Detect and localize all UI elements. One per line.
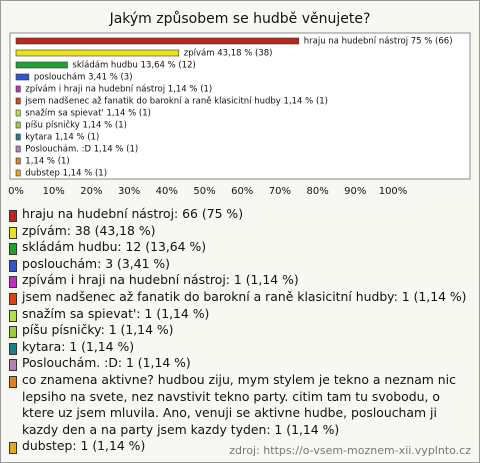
x-tick-label: 0% xyxy=(8,186,24,197)
legend-swatch xyxy=(9,342,17,355)
legend-item: jsem nadšenec až fanatik do barokní a ra… xyxy=(9,289,471,306)
bar-label: hraju na hudební nástroj 75 % (66) xyxy=(304,37,453,47)
legend-swatch xyxy=(9,442,17,455)
legend-label: poslouchám: 3 (3,41 %) xyxy=(22,255,171,271)
legend-swatch xyxy=(9,210,17,222)
x-tick-label: 90% xyxy=(344,186,366,197)
legend-item: kytara: 1 (1,14 %) xyxy=(9,339,471,356)
bar-label: zpívám 43,18 % (38) xyxy=(184,49,273,59)
legend-swatch xyxy=(9,375,17,388)
plot-frame xyxy=(9,32,471,180)
bar xyxy=(15,61,68,69)
legend-label: dubstep: 1 (1,14 %) xyxy=(22,438,146,454)
legend-swatch xyxy=(9,226,17,239)
bar-label: Poslouchám. :D 1,14 % (1) xyxy=(25,145,138,155)
legend: hraju na hudební nástroj: 66 (75 %) zpívá… xyxy=(9,206,471,455)
bar-label: kytara 1,14 % (1) xyxy=(25,133,99,143)
legend-swatch xyxy=(9,359,17,372)
bar-label: zpívám i hraji na hudební nástroj 1,14 %… xyxy=(25,85,212,95)
legend-item: hraju na hudební nástroj: 66 (75 %) xyxy=(9,206,471,223)
bar xyxy=(15,109,21,117)
legend-label: kytara: 1 (1,14 %) xyxy=(22,338,135,354)
legend-item: co znamena aktivne? hudbou ziju, mym sty… xyxy=(9,372,471,438)
legend-item: dubstep: 1 (1,14 %) xyxy=(9,438,471,455)
bar xyxy=(15,49,180,57)
legend-swatch xyxy=(9,259,17,272)
legend-item: snažím sa spievat': 1 (1,14 %) xyxy=(9,306,471,323)
bar-label: jsem nadšenec až fanatik do barokní a ra… xyxy=(24,96,328,107)
x-tick-label: 50% xyxy=(193,186,215,197)
legend-label: zpívám i hraji na hudební nástroj: 1 (1,… xyxy=(22,272,299,288)
x-tick-label: 20% xyxy=(80,186,102,197)
bar-label: 1,14 % (1) xyxy=(25,157,69,167)
legend-swatch xyxy=(9,309,17,322)
legend-item: zpívám i hraji na hudební nástroj: 1 (1,… xyxy=(9,272,471,289)
legend-label: snažím sa spievat': 1 (1,14 %) xyxy=(22,305,210,321)
bar xyxy=(15,121,21,129)
legend-item: zpívám: 38 (43,18 %) xyxy=(9,223,471,240)
plot: Jakým způsobem se hudbě věnujete? 0% 10% 2… xyxy=(8,11,471,197)
x-tick-label: 30% xyxy=(118,186,140,197)
bar xyxy=(15,37,300,45)
legend-swatch xyxy=(9,276,17,289)
bar xyxy=(15,157,21,165)
x-tick-label: 70% xyxy=(269,186,291,197)
source: zdroj: https://o-vsem-moznem-xii.vyplnto… xyxy=(229,444,471,457)
legend-swatch xyxy=(9,326,17,339)
legend-item: poslouchám: 3 (3,41 %) xyxy=(9,256,471,273)
legend-swatch xyxy=(9,292,17,305)
bar-label: píšu písničky 1,14 % (1) xyxy=(25,120,127,131)
legend-label: skládám hudbu: 12 (13,64 %) xyxy=(22,239,207,255)
legend-label: zpívám: 38 (43,18 %) xyxy=(22,222,156,238)
legend-item: píšu písničky: 1 (1,14 %) xyxy=(9,322,471,339)
x-tick-label: 10% xyxy=(43,186,65,197)
legend-label: co znamena aktivne? hudbou ziju, mym sty… xyxy=(22,371,456,437)
bar xyxy=(15,97,21,105)
legend-swatch xyxy=(9,243,17,256)
legend-label: píšu písničky: 1 (1,14 %) xyxy=(22,322,174,338)
x-tick-label: 60% xyxy=(231,186,253,197)
bar-label: snažím sa spievat' 1,14 % (1) xyxy=(25,109,151,119)
legend-item: skládám hudbu: 12 (13,64 %) xyxy=(9,239,471,256)
legend-label: jsem nadšenec až fanatik do barokní a ra… xyxy=(22,288,467,304)
x-tick-label: 40% xyxy=(156,186,178,197)
bar xyxy=(15,169,21,177)
bar xyxy=(15,73,30,81)
bar-label: dubstep 1,14 % (1) xyxy=(25,169,107,179)
bar xyxy=(15,145,21,153)
legend-label: hraju na hudební nástroj: 66 (75 %) xyxy=(22,206,244,221)
x-tick-label: 80% xyxy=(306,186,328,197)
bar-label: poslouchám 3,41 % (3) xyxy=(34,73,133,83)
legend-item: Poslouchám. :D: 1 (1,14 %) xyxy=(9,355,471,372)
bar-label: skládám hudbu 13,64 % (12) xyxy=(72,61,195,71)
x-tick-label: 100% xyxy=(379,186,408,197)
chart-title: Jakým způsobem se hudbě věnujete? xyxy=(109,11,371,27)
legend-label: Poslouchám. :D: 1 (1,14 %) xyxy=(22,355,191,371)
bar xyxy=(15,133,21,141)
bar xyxy=(15,85,21,93)
